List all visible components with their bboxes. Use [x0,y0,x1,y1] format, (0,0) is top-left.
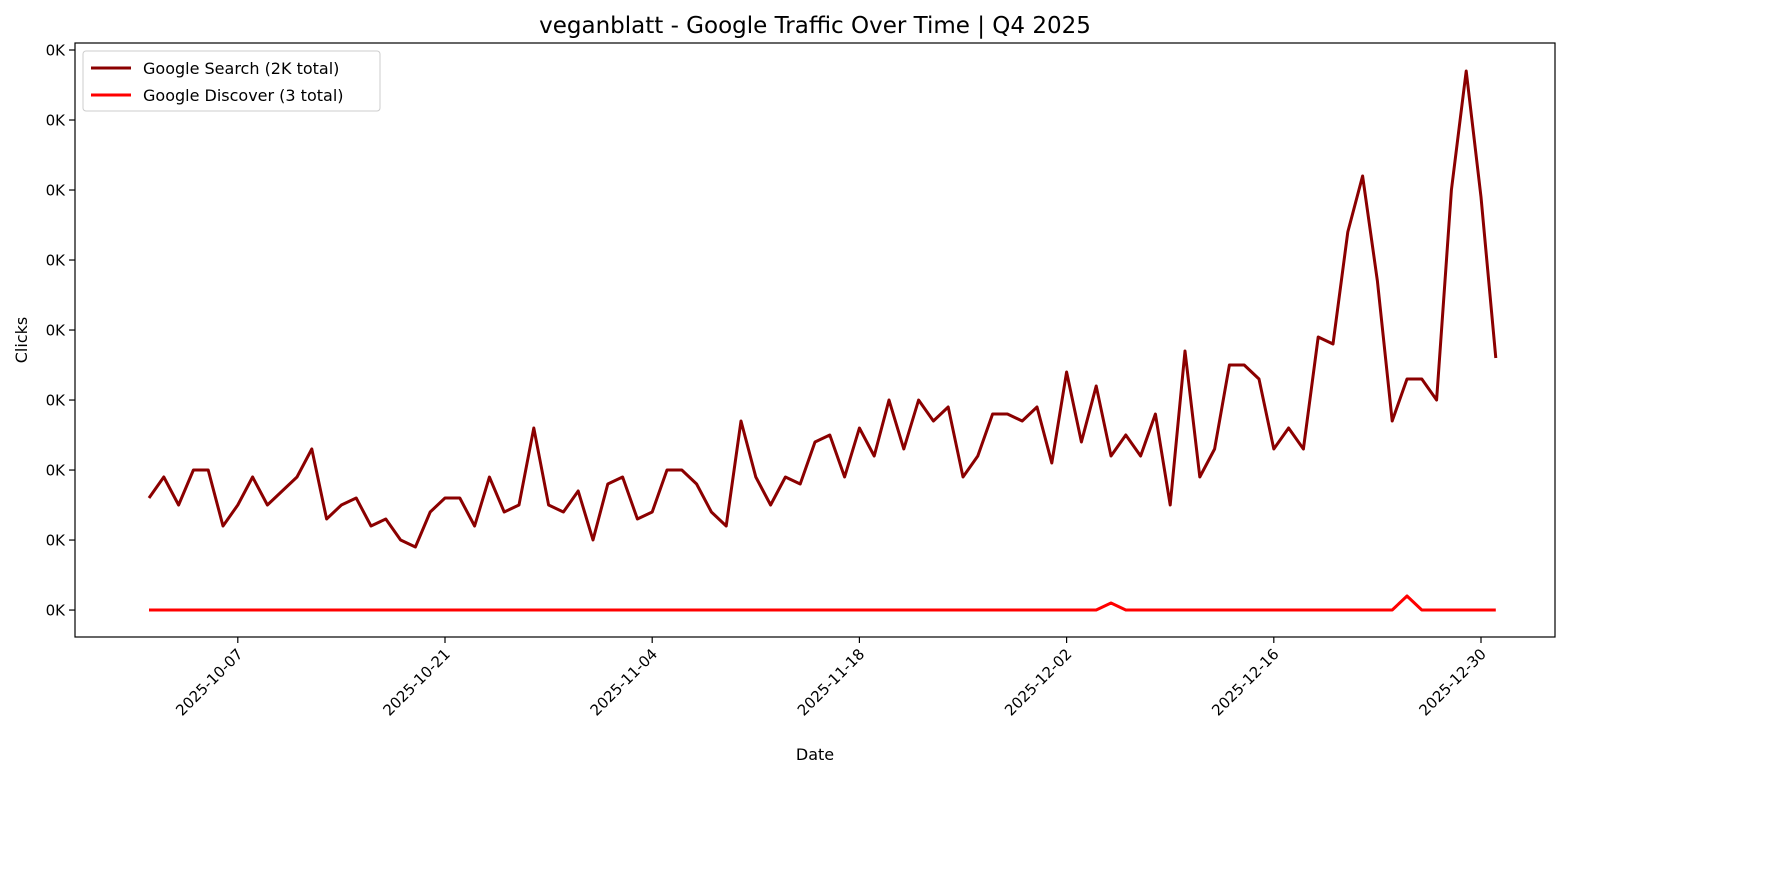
y-axis-label: Clicks [12,317,31,363]
plot-frame [74,42,1556,638]
y-axis-ticks: 0K 0K 0K 0K 0K 0K 0K 0K 0K [46,42,75,620]
x-axis-label: Date [796,745,834,764]
y-tick-label: 0K [46,392,67,410]
legend-label-google-discover: Google Discover (3 total) [143,86,344,105]
y-tick-label: 0K [46,252,67,270]
y-tick-label: 0K [46,602,67,620]
series-line-google-search [147,69,1498,549]
y-tick-label: 0K [46,112,67,130]
legend-label-google-search: Google Search (2K total) [143,59,339,78]
y-tick-label: 0K [46,532,67,550]
series-layer [147,69,1498,612]
y-tick-label: 0K [46,182,67,200]
chart-title: veganblatt - Google Traffic Over Time | … [539,13,1091,39]
legend-box [82,50,381,112]
y-tick-label: 0K [46,42,67,60]
series-line-google-discover [149,594,1496,612]
y-tick-label: 0K [46,322,67,340]
legend: Google Search (2K total) Google Discover… [82,50,381,112]
y-tick-label: 0K [46,462,67,480]
